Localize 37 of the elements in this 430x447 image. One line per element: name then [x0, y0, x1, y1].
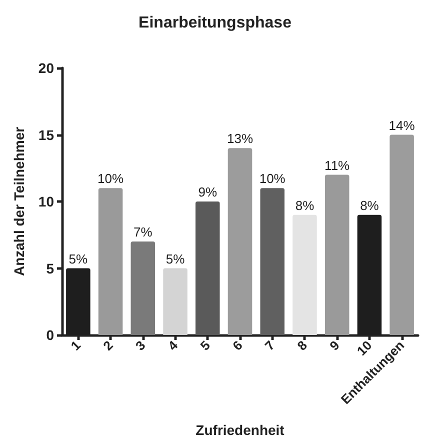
x-tick-label: 2	[100, 338, 116, 354]
y-tick-label: 15	[38, 126, 54, 143]
bar	[130, 242, 156, 335]
bar	[324, 174, 350, 335]
x-tick-label: 3	[132, 338, 148, 354]
x-tick-label: 6	[230, 338, 246, 354]
bar	[163, 268, 188, 335]
y-tick-label: 5	[46, 260, 54, 276]
chart-title: Einarbeitungsphase	[138, 14, 292, 32]
annotation: 10%	[259, 171, 286, 186]
bar	[260, 188, 284, 335]
bar	[98, 188, 123, 335]
bar	[390, 134, 414, 335]
y-tick-label: 20	[38, 60, 54, 76]
bar	[228, 148, 252, 335]
x-axis-title: Zufriedenheit	[196, 422, 285, 438]
bar	[292, 214, 317, 335]
x-tick-label: 7	[262, 338, 278, 354]
annotation: 10%	[98, 171, 124, 186]
x-tick-label: 5	[197, 338, 213, 354]
annotation: 5%	[68, 251, 88, 266]
annotation: 5%	[166, 251, 186, 266]
annotation: 14%	[388, 118, 416, 133]
annotation: 13%	[226, 131, 254, 146]
bar	[196, 202, 220, 335]
annotation: 11%	[324, 158, 350, 173]
x-tick-label: 1	[68, 338, 84, 354]
y-tick-label: 10	[38, 194, 54, 210]
x-tick-label: 4	[164, 337, 182, 354]
x-tick-label: 9	[326, 338, 342, 354]
annotation: 7%	[134, 224, 153, 240]
x-tick-label: 8	[294, 338, 310, 354]
y-tick-label: 0	[46, 327, 54, 343]
annotation: 8%	[360, 198, 380, 213]
annotation: 9%	[198, 184, 218, 200]
annotation: 8%	[295, 198, 315, 213]
y-axis-title: Anzahl der Teilnehmer	[11, 126, 27, 276]
